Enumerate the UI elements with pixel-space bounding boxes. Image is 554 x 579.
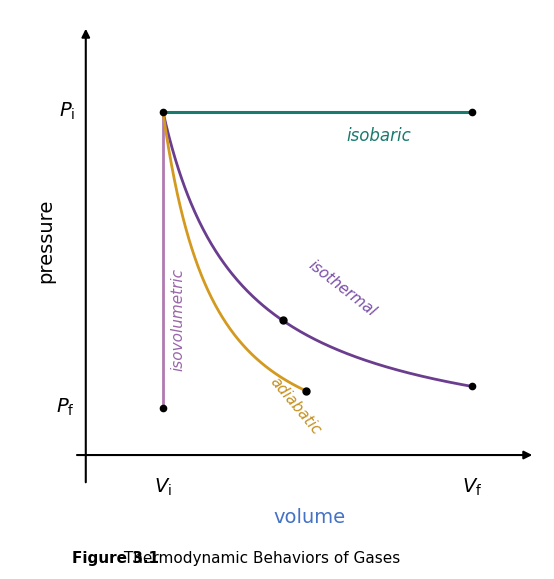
Text: $V_\mathrm{f}$: $V_\mathrm{f}$	[461, 477, 482, 498]
Text: $P_\mathrm{f}$: $P_\mathrm{f}$	[56, 397, 75, 419]
Text: pressure: pressure	[36, 198, 55, 283]
Text: isothermal: isothermal	[306, 257, 379, 319]
Text: Thermodynamic Behaviors of Gases: Thermodynamic Behaviors of Gases	[119, 551, 401, 566]
Text: Figure 3.1: Figure 3.1	[72, 551, 159, 566]
Text: isovolumetric: isovolumetric	[171, 267, 186, 371]
Text: isobaric: isobaric	[347, 127, 412, 145]
Text: $V_\mathrm{i}$: $V_\mathrm{i}$	[154, 477, 172, 498]
Text: adiabatic: adiabatic	[267, 375, 324, 438]
Text: $P_\mathrm{i}$: $P_\mathrm{i}$	[59, 101, 75, 122]
Text: volume: volume	[274, 508, 346, 527]
